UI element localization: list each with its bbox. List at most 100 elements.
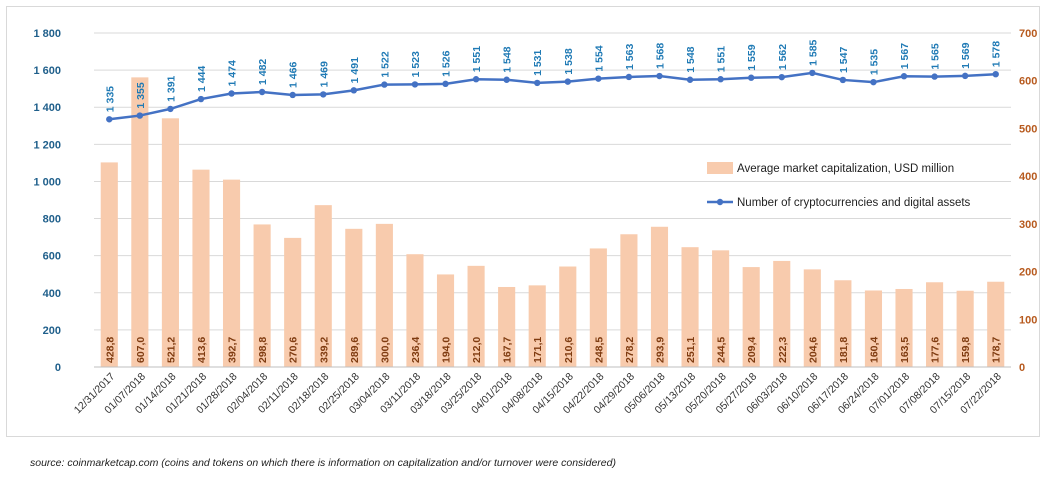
line-point bbox=[534, 79, 541, 87]
left-axis-tick-label: 1 600 bbox=[33, 65, 61, 77]
bar bbox=[803, 269, 821, 367]
left-axis-tick-label: 1 000 bbox=[33, 176, 61, 188]
line-value-label: 1 578 bbox=[991, 41, 1003, 67]
right-axis-tick-label: 300 bbox=[1019, 219, 1037, 231]
line-point bbox=[747, 74, 755, 81]
line-value-label: 1 567 bbox=[899, 43, 911, 69]
legend-swatch-bar bbox=[707, 162, 733, 174]
bar-value-label: 236,4 bbox=[410, 337, 422, 363]
bar bbox=[650, 226, 669, 367]
bar-value-label: 298,8 bbox=[257, 337, 269, 363]
line-point bbox=[595, 75, 602, 82]
bar bbox=[712, 250, 730, 367]
bar-value-label: 159,8 bbox=[960, 337, 972, 363]
bar bbox=[314, 205, 332, 367]
legend-swatch-marker bbox=[716, 198, 724, 206]
bar bbox=[528, 285, 546, 367]
line-point bbox=[686, 76, 694, 83]
chart-frame: 0 200 400 600 800 1 000 1 200 1 400 1 600 1 800 0 1… bbox=[6, 6, 1040, 437]
bar bbox=[253, 224, 271, 367]
line-value-label: 1 568 bbox=[654, 43, 666, 69]
left-axis-tick-label: 1 200 bbox=[33, 139, 61, 151]
line-value-label: 1 547 bbox=[838, 47, 850, 73]
bar bbox=[406, 254, 424, 367]
bar-value-label: 171,1 bbox=[532, 337, 544, 363]
bar-value-label: 181,8 bbox=[838, 337, 850, 363]
line-point bbox=[442, 80, 449, 88]
left-axis-tick-label: 1 400 bbox=[33, 102, 61, 114]
line-point bbox=[564, 78, 571, 85]
bar bbox=[589, 248, 607, 367]
line-point bbox=[625, 73, 633, 81]
line-point bbox=[381, 81, 388, 88]
right-axis-tick-label: 700 bbox=[1019, 28, 1037, 40]
line-value-label: 1 335 bbox=[104, 86, 116, 112]
line-value-label: 1 474 bbox=[227, 60, 239, 86]
line-point bbox=[961, 72, 969, 80]
bar-value-label: 278,2 bbox=[624, 337, 636, 363]
bar-value-label: 209,4 bbox=[746, 337, 758, 363]
left-axis-tick-label: 200 bbox=[43, 325, 61, 337]
line-value-label: 1 562 bbox=[777, 44, 789, 70]
bar bbox=[742, 267, 760, 367]
line-value-label: 1 569 bbox=[960, 42, 972, 68]
line-value-label: 1 535 bbox=[868, 49, 880, 75]
bar bbox=[956, 290, 974, 367]
bar bbox=[375, 223, 393, 367]
series-line bbox=[109, 71, 996, 121]
line-value-label: 1 531 bbox=[532, 49, 544, 75]
line-point bbox=[136, 112, 144, 119]
right-axis-tick-label: 500 bbox=[1019, 123, 1037, 135]
bar-value-label: 607,0 bbox=[135, 337, 147, 363]
right-axis-tick-label: 0 bbox=[1019, 362, 1025, 374]
bar-value-label: 413,6 bbox=[196, 337, 208, 363]
line-point bbox=[472, 76, 480, 83]
line-point bbox=[656, 72, 663, 80]
line-value-label: 1 551 bbox=[471, 46, 483, 72]
bar bbox=[498, 286, 516, 367]
line-point bbox=[717, 76, 724, 83]
line-value-label: 1 522 bbox=[379, 51, 391, 77]
left-axis-tick-label: 600 bbox=[43, 251, 61, 263]
bar bbox=[834, 280, 852, 367]
bar-value-label: 392,7 bbox=[227, 337, 239, 363]
line-value-label: 1 523 bbox=[410, 51, 422, 77]
bar-value-label: 210,6 bbox=[563, 337, 575, 363]
line-value-label: 1 565 bbox=[930, 43, 942, 69]
line-point bbox=[870, 78, 877, 86]
bar-value-label: 300,0 bbox=[379, 337, 391, 363]
left-axis-tick-label: 800 bbox=[43, 214, 61, 226]
bar-value-label: 204,6 bbox=[807, 337, 819, 363]
chart-svg: 0 200 400 600 800 1 000 1 200 1 400 1 600 1 800 0 1… bbox=[33, 28, 1037, 416]
line-value-label: 1 526 bbox=[441, 50, 453, 76]
bar-value-label: 167,7 bbox=[502, 337, 514, 363]
line-point bbox=[258, 88, 266, 96]
line-point bbox=[503, 76, 510, 83]
line-value-label: 1 466 bbox=[288, 62, 300, 88]
bar bbox=[161, 118, 179, 367]
line-value-label: 1 548 bbox=[685, 46, 697, 72]
line-value-label: 1 538 bbox=[563, 48, 575, 74]
bar-value-label: 248,5 bbox=[593, 337, 605, 363]
line-value-label: 1 585 bbox=[807, 39, 819, 65]
line-value-label: 1 563 bbox=[624, 44, 636, 70]
line-value-label: 1 355 bbox=[135, 82, 147, 108]
bar-value-label: 521,2 bbox=[165, 337, 177, 363]
line-point bbox=[809, 69, 816, 77]
line-value-label: 1 559 bbox=[746, 44, 758, 70]
bar bbox=[620, 234, 638, 367]
line-value-label: 1 548 bbox=[502, 46, 514, 72]
line-point bbox=[167, 105, 174, 113]
right-axis-tick-label: 200 bbox=[1019, 267, 1037, 279]
bar-value-label: 177,6 bbox=[930, 337, 942, 363]
line-point bbox=[778, 73, 785, 81]
line-value-label: 1 554 bbox=[593, 45, 605, 71]
line-value-label: 1 491 bbox=[349, 57, 361, 83]
bar bbox=[192, 169, 210, 367]
bar bbox=[926, 282, 944, 367]
line-point bbox=[900, 73, 908, 80]
left-axis-tick-label: 400 bbox=[43, 288, 61, 300]
line-value-label: 1 444 bbox=[196, 66, 208, 92]
line-value-label: 1 391 bbox=[165, 75, 177, 101]
bar-value-label: 212,0 bbox=[471, 337, 483, 363]
